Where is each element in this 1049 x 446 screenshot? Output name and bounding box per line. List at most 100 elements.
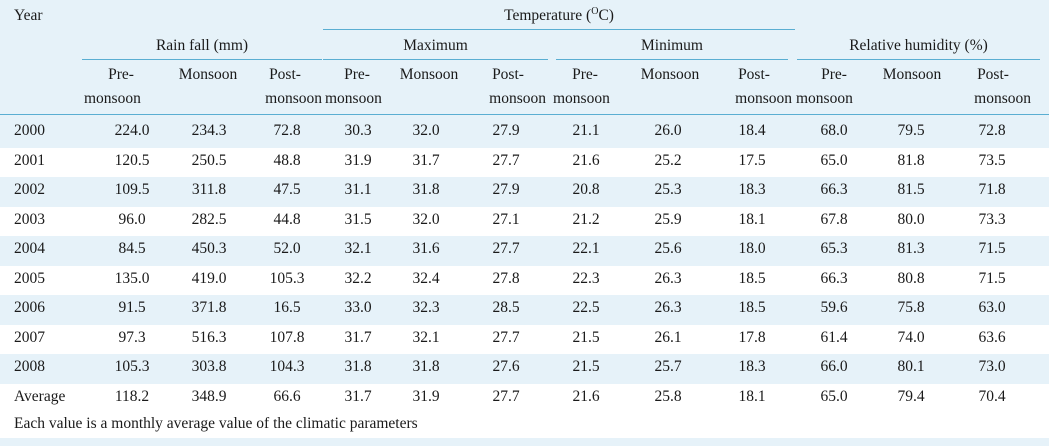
subheader-minimum-pre-line1: Pre- <box>572 66 598 83</box>
table-cell: 47.5 <box>273 181 301 198</box>
table-cell: 20.8 <box>572 181 600 198</box>
table-cell: 17.8 <box>738 328 766 346</box>
row-band <box>0 265 1049 295</box>
table-cell: 96.0 <box>118 210 146 228</box>
table-row-year: 2001 <box>14 151 45 169</box>
table-cell: 74.0 <box>897 328 925 346</box>
table-cell: 18.4 <box>738 122 766 139</box>
table-cell: 79.4 <box>897 387 925 405</box>
table-cell: 109.5 <box>114 181 150 198</box>
header-humidity: Relative humidity (%) <box>849 37 988 54</box>
table-cell: 48.8 <box>273 151 301 169</box>
table-cell: 31.8 <box>412 358 440 375</box>
footnote-band <box>0 408 1049 438</box>
table-cell: 27.7 <box>492 387 520 405</box>
table-cell: 61.4 <box>820 328 848 346</box>
table-cell: 26.3 <box>654 299 682 316</box>
table-cell: 31.9 <box>412 387 440 405</box>
table-cell: 32.1 <box>412 328 440 346</box>
header-year: Year <box>14 7 43 24</box>
table-cell: 28.5 <box>492 299 520 316</box>
subheader-maximum-pre-line1: Pre- <box>344 66 370 83</box>
table-cell: 32.4 <box>412 269 440 287</box>
table-cell: 71.5 <box>978 240 1006 257</box>
table-cell: 80.0 <box>897 210 925 228</box>
row-band <box>0 206 1049 236</box>
table-cell: 66.0 <box>820 358 848 375</box>
subheader-humidity-post-line1: Post- <box>977 66 1009 83</box>
table-cell: 25.7 <box>654 358 682 375</box>
header-rainfall: Rain fall (mm) <box>155 37 249 54</box>
table-cell: 250.5 <box>191 151 227 169</box>
table-cell: 32.1 <box>344 240 372 257</box>
subheader-rainfall-monsoon: Monsoon <box>178 66 238 83</box>
table-cell: 70.4 <box>978 387 1006 405</box>
table-cell: 80.1 <box>897 358 925 375</box>
table-cell: 21.6 <box>572 151 600 169</box>
rainfall-underline <box>82 59 322 60</box>
header-temperature-prefix: Temperature ( <box>504 7 592 24</box>
table-cell: 97.3 <box>118 328 146 346</box>
table-cell: 25.3 <box>654 181 682 198</box>
table-cell: 66.6 <box>273 387 301 405</box>
table-cell: 73.3 <box>978 210 1006 228</box>
table-cell: 91.5 <box>118 299 146 316</box>
table-row-year: 2003 <box>14 210 45 228</box>
table-cell: 65.0 <box>820 387 848 405</box>
table-cell: 25.8 <box>654 387 682 405</box>
table-cell: 120.5 <box>114 151 150 169</box>
table-cell: 18.5 <box>738 269 766 287</box>
table-cell: 26.3 <box>654 269 682 287</box>
table-cell: 26.0 <box>654 122 682 139</box>
header-minimum: Minimum <box>640 37 703 54</box>
table-cell: 224.0 <box>114 122 150 139</box>
table-cell: 72.8 <box>273 122 301 139</box>
table-cell: 44.8 <box>273 210 301 228</box>
header-bottom-line <box>0 114 1049 115</box>
table-row-year: 2000 <box>14 122 45 139</box>
table-row-year: 2002 <box>14 181 45 198</box>
subheader-maximum-post-line2: monsoon <box>489 90 546 107</box>
table-cell: 79.5 <box>897 122 925 139</box>
table-cell: 21.2 <box>572 210 600 228</box>
table-cell: 27.7 <box>492 328 520 346</box>
table-cell: 234.3 <box>191 122 227 139</box>
table-cell: 419.0 <box>191 269 227 287</box>
table-cell: 348.9 <box>191 387 227 405</box>
table-cell: 31.7 <box>412 151 440 169</box>
table-cell: 25.6 <box>654 240 682 257</box>
table-cell: 81.8 <box>897 151 925 169</box>
subheader-minimum-post-line1: Post- <box>738 66 770 83</box>
table-cell: 72.8 <box>978 122 1006 139</box>
maximum-underline <box>323 59 548 60</box>
subheader-humidity-pre-line1: Pre- <box>821 66 847 83</box>
table-cell: 73.0 <box>978 358 1006 375</box>
humidity-underline <box>797 59 1040 60</box>
table-cell: 32.2 <box>344 269 372 287</box>
table-cell: 21.1 <box>572 122 600 139</box>
table-row-year: Average <box>14 387 66 405</box>
table-cell: 18.0 <box>738 240 766 257</box>
table-cell: 18.5 <box>738 299 766 316</box>
table-cell: 66.3 <box>820 269 848 287</box>
subheader-rainfall-post-line1: Post- <box>269 66 301 83</box>
table-cell: 25.9 <box>654 210 682 228</box>
table-cell: 30.3 <box>344 122 372 139</box>
table-cell: 27.1 <box>492 210 520 228</box>
table-cell: 18.3 <box>738 181 766 198</box>
header-maximum: Maximum <box>403 37 468 54</box>
table-cell: 65.3 <box>820 240 848 257</box>
table-cell: 21.6 <box>572 387 600 405</box>
table-cell: 81.3 <box>897 240 925 257</box>
header-temperature-degree: O <box>591 5 599 17</box>
table-cell: 31.7 <box>344 387 372 405</box>
table-cell: 371.8 <box>191 299 227 316</box>
table-cell: 71.5 <box>978 269 1006 287</box>
table-cell: 516.3 <box>191 328 227 346</box>
table-cell: 18.3 <box>738 358 766 375</box>
table-cell: 31.6 <box>412 240 440 257</box>
table-cell: 31.8 <box>412 181 440 198</box>
minimum-underline <box>556 59 788 60</box>
table-cell: 27.7 <box>492 240 520 257</box>
table-cell: 80.8 <box>897 269 925 287</box>
